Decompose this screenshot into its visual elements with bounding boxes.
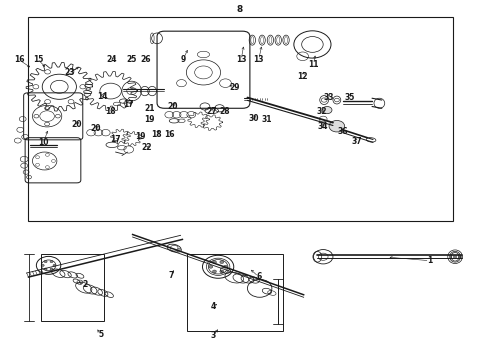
Text: 34: 34 [318,122,328,131]
Text: 20: 20 [168,102,178,111]
Circle shape [220,270,224,273]
Text: 24: 24 [107,55,117,64]
Text: 23: 23 [65,68,75,77]
Circle shape [41,264,44,266]
Text: 36: 36 [338,127,348,136]
Text: 21: 21 [145,104,155,113]
Text: 5: 5 [98,330,103,339]
Text: 20: 20 [91,123,101,132]
Text: 17: 17 [123,100,134,109]
Text: 22: 22 [141,143,151,152]
Circle shape [44,261,47,263]
Text: 3: 3 [211,332,216,341]
Circle shape [213,270,217,273]
Text: 31: 31 [262,115,272,124]
Circle shape [223,265,227,268]
Circle shape [329,121,344,132]
Text: 13: 13 [253,55,264,64]
Text: 4: 4 [211,302,216,311]
Circle shape [44,268,47,270]
Circle shape [176,248,181,252]
Circle shape [220,261,224,264]
Text: 20: 20 [71,120,82,129]
Text: 11: 11 [308,60,318,69]
Text: 2: 2 [82,280,87,289]
Text: 18: 18 [105,107,116,116]
Text: 25: 25 [126,55,136,64]
Text: 10: 10 [38,138,49,147]
Circle shape [322,107,332,114]
Text: 9: 9 [180,55,186,64]
Text: 13: 13 [236,55,246,64]
Text: 37: 37 [351,137,362,146]
Text: 17: 17 [110,135,121,144]
Text: 26: 26 [141,55,151,64]
Text: 19: 19 [135,132,145,141]
Circle shape [50,268,53,270]
Text: 33: 33 [324,93,334,102]
Text: 14: 14 [97,92,108,101]
Circle shape [213,261,217,264]
Text: 32: 32 [317,107,327,116]
Text: 28: 28 [219,107,230,116]
Circle shape [53,264,56,266]
Text: 6: 6 [256,272,261,281]
Circle shape [209,265,213,268]
Bar [41,254,104,320]
Text: 16: 16 [164,130,174,139]
Text: 16: 16 [14,55,24,64]
Text: 7: 7 [168,270,173,279]
Bar [27,17,453,221]
Text: 1: 1 [427,256,432,265]
Text: 27: 27 [206,107,217,116]
Text: 15: 15 [33,55,44,64]
Text: 18: 18 [151,130,161,139]
Text: 30: 30 [248,114,259,123]
Text: 35: 35 [345,93,355,102]
Text: 19: 19 [145,114,155,123]
Text: 8: 8 [237,5,243,14]
Bar [187,254,283,331]
Circle shape [50,261,53,263]
Text: 12: 12 [297,72,308,81]
Text: 29: 29 [229,83,240,92]
